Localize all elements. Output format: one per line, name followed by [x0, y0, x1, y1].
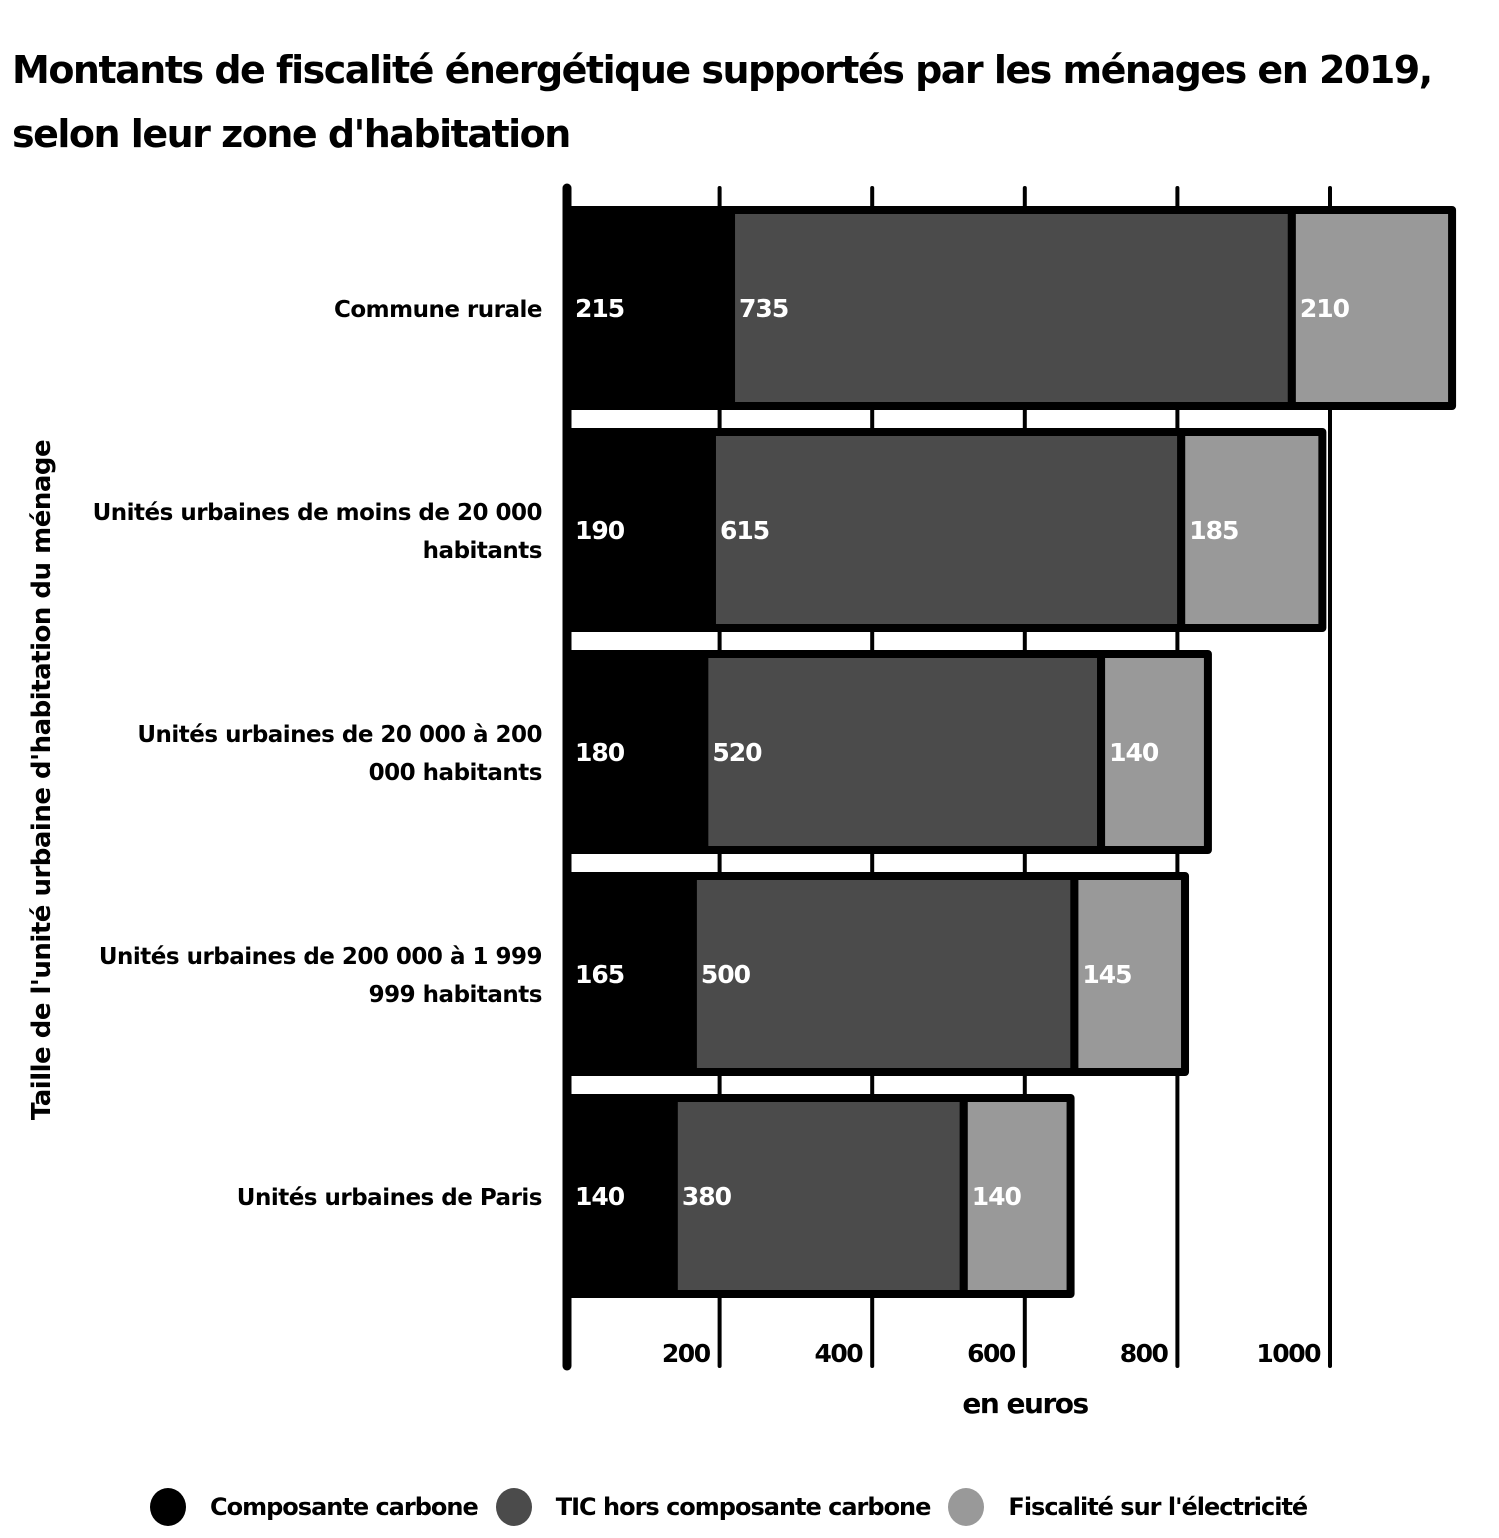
legend-label: Composante carbone	[210, 1493, 479, 1521]
x-axis: 200 400 600 800 1000	[662, 1339, 1323, 1368]
bar-value-label: 165	[575, 960, 624, 989]
stacked-bar-chart: 215 735 210 190 615 185 180 520 140 165 500 145 140 3…	[562, 183, 1457, 1420]
category-label: Unités urbaines de moins de 20 000 habita…	[52, 494, 543, 570]
bar-segment	[700, 650, 1106, 854]
category-label-line: 000 habitants	[368, 760, 543, 786]
bar-value-label: 185	[1189, 516, 1238, 545]
chart-title-line-2: selon leur zone d'habitation	[12, 112, 571, 156]
category-label: Unités urbaines de 200 000 à 1 999 999 ha…	[52, 938, 543, 1014]
bar-segment	[563, 428, 716, 632]
legend-label: TIC hors composante carbone	[555, 1493, 932, 1521]
category-label: Commune rurale	[52, 291, 543, 329]
x-tick-label: 200	[662, 1339, 711, 1368]
bar-segment	[1287, 206, 1457, 410]
bar-row: 140 380 140	[563, 1094, 1075, 1298]
bar-value-label: 520	[712, 738, 762, 767]
category-label-line: Unités urbaines de 200 000 à 1 999	[98, 944, 543, 970]
bar-segment	[669, 1094, 968, 1298]
legend-item: Composante carbone	[150, 1488, 479, 1526]
bar-segment	[1097, 650, 1212, 854]
bar-value-label: 140	[575, 1182, 625, 1211]
bar-value-label: 500	[701, 960, 751, 989]
category-label-line: Unités urbaines de moins de 20 000	[92, 500, 543, 526]
category-label-line: Unités urbaines de 20 000 à 200	[137, 722, 542, 748]
bar-row: 215 735 210	[563, 206, 1457, 410]
legend-item: TIC hors composante carbone	[495, 1488, 932, 1526]
bar-value-label: 140	[1109, 738, 1159, 767]
bar-value-label: 145	[1082, 960, 1131, 989]
bar-segment	[959, 1094, 1075, 1298]
bar-segment	[563, 650, 709, 854]
bar-segment	[563, 1094, 678, 1298]
category-label-line: Commune rurale	[333, 297, 543, 323]
category-label-line: 999 habitants	[368, 982, 543, 1008]
bar-value-label: 615	[720, 516, 769, 545]
bar-value-label: 735	[739, 294, 788, 323]
legend-label: Fiscalité sur l'électricité	[1008, 1493, 1308, 1521]
legend: Composante carbone TIC hors composante ca…	[150, 1488, 1325, 1526]
bar-segment	[688, 872, 1079, 1076]
chart-title-line-1: Montants de fiscalité énergétique suppor…	[12, 48, 1433, 92]
legend-swatch-icon	[150, 1488, 186, 1526]
bar-value-label: 190	[575, 516, 625, 545]
category-label: Unités urbaines de Paris	[52, 1179, 543, 1217]
legend-swatch-icon	[948, 1488, 985, 1526]
bar-value-label: 180	[575, 738, 625, 767]
chart-title: Montants de fiscalité énergétique suppor…	[12, 38, 1482, 166]
bar-segment	[727, 206, 1296, 410]
bar-segment	[1177, 428, 1327, 632]
x-tick-label: 1000	[1256, 1339, 1321, 1368]
bars: 215 735 210 190 615 185 180 520 140 165 500 145 140 3…	[563, 206, 1457, 1298]
bar-segment	[707, 428, 1186, 632]
bar-segment	[563, 206, 736, 410]
bar-row: 165 500 145	[563, 872, 1190, 1076]
bar-value-label: 215	[575, 294, 624, 323]
legend-item: Fiscalité sur l'électricité	[948, 1488, 1308, 1526]
category-label-line: Unités urbaines de Paris	[236, 1185, 543, 1211]
x-tick-label: 800	[1120, 1339, 1169, 1368]
x-tick-label: 600	[967, 1339, 1016, 1368]
bar-value-label: 140	[972, 1182, 1022, 1211]
category-label-line: habitants	[422, 538, 543, 564]
bar-segment	[1070, 872, 1190, 1076]
x-tick-label: 400	[815, 1339, 864, 1368]
x-axis-label: en euros	[962, 1387, 1088, 1420]
bar-row: 180 520 140	[563, 650, 1212, 854]
bar-row: 190 615 185	[563, 428, 1327, 632]
legend-swatch-icon	[495, 1488, 532, 1526]
bar-value-label: 210	[1300, 294, 1350, 323]
category-label: Unités urbaines de 20 000 à 200 000 habit…	[52, 716, 542, 792]
bar-value-label: 380	[682, 1182, 732, 1211]
